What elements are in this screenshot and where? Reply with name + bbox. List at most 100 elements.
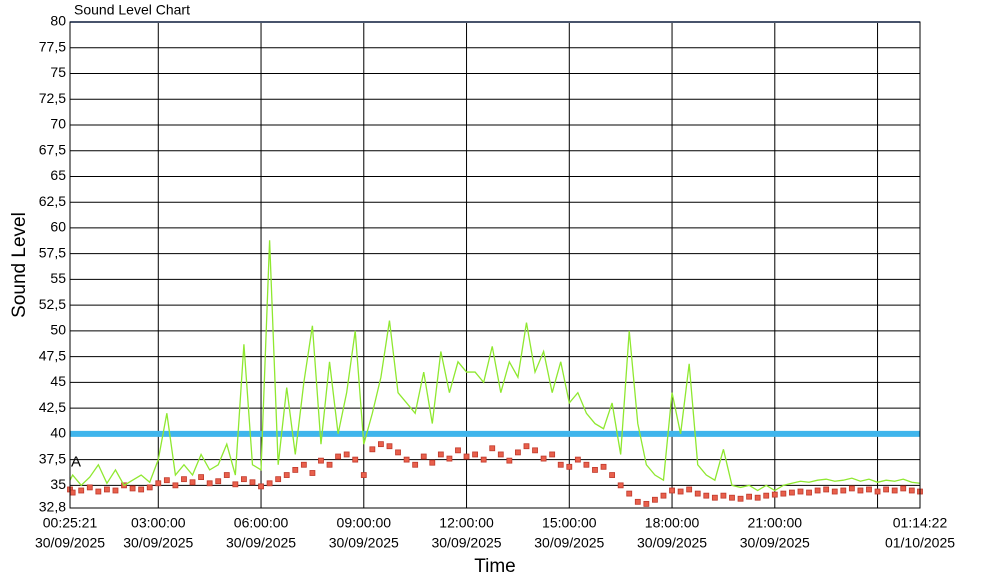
- data-point: [626, 490, 633, 497]
- data-point: [617, 482, 624, 489]
- data-point: [69, 489, 76, 496]
- data-point: [652, 496, 658, 503]
- data-point: [840, 487, 847, 494]
- x-tick-label: 12:00:00: [439, 515, 494, 531]
- x-tick-label: 06:00:00: [234, 515, 289, 531]
- x-tick-label: 30/09/2025: [431, 535, 501, 551]
- data-point: [104, 486, 110, 493]
- x-tick-label: 30/09/2025: [534, 535, 604, 551]
- data-point: [275, 476, 282, 483]
- data-point: [814, 487, 821, 494]
- y-tick-label: 47,5: [39, 347, 66, 363]
- data-point: [480, 456, 487, 463]
- data-point: [883, 486, 890, 493]
- data-point: [523, 443, 530, 450]
- data-point: [703, 492, 710, 499]
- x-tick-label: 21:00:00: [748, 515, 803, 531]
- data-point: [155, 480, 162, 487]
- data-point: [266, 480, 273, 487]
- data-point: [95, 488, 102, 495]
- data-point: [737, 495, 744, 502]
- data-point: [489, 445, 496, 452]
- data-point: [900, 485, 907, 492]
- data-point: [343, 451, 350, 458]
- data-point: [395, 449, 401, 456]
- y-tick-label: 57,5: [39, 244, 66, 260]
- y-tick-label: 72,5: [39, 90, 66, 106]
- x-tick-label: 30/09/2025: [123, 535, 193, 551]
- data-point: [446, 455, 453, 462]
- x-tick-label: 30/09/2025: [637, 535, 707, 551]
- data-point: [129, 485, 136, 492]
- data-point: [189, 479, 196, 486]
- data-point: [249, 479, 256, 486]
- data-point: [643, 500, 650, 507]
- data-point: [874, 488, 881, 495]
- data-point: [241, 476, 247, 483]
- data-point: [771, 491, 778, 498]
- data-point: [112, 487, 119, 494]
- data-point: [566, 463, 573, 470]
- data-line: [69, 240, 921, 492]
- data-point: [318, 457, 324, 464]
- data-point: [181, 476, 187, 483]
- data-point: [138, 486, 145, 493]
- data-point: [497, 451, 504, 458]
- x-axis-label: Time: [474, 556, 516, 577]
- data-point: [215, 478, 222, 485]
- data-point: [232, 481, 239, 488]
- data-point: [455, 447, 461, 454]
- x-tick-label: 30/09/2025: [226, 535, 296, 551]
- x-tick-label: 30/09/2025: [35, 535, 105, 551]
- data-point: [600, 463, 607, 470]
- y-tick-label: 42,5: [39, 399, 66, 415]
- data-point: [506, 457, 513, 464]
- x-tick-label: 30/09/2025: [740, 535, 810, 551]
- x-tick-label: 01/10/2025: [885, 535, 955, 551]
- data-point: [686, 486, 693, 493]
- x-tick-label: 15:00:00: [542, 515, 597, 531]
- data-point: [429, 459, 436, 466]
- y-tick-label: 52,5: [39, 296, 66, 312]
- data-point: [831, 488, 838, 495]
- data-point: [335, 453, 341, 460]
- data-point: [729, 494, 735, 501]
- data-point: [763, 492, 770, 499]
- y-tick-label: 62,5: [39, 193, 66, 209]
- data-point: [746, 493, 753, 500]
- data-point: [283, 472, 290, 478]
- annotation: A: [71, 454, 81, 471]
- data-point: [694, 490, 701, 497]
- plot-background: [70, 22, 920, 508]
- y-tick-label: 67,5: [39, 141, 66, 157]
- data-point: [206, 480, 213, 487]
- data-point: [292, 467, 299, 473]
- data-point: [806, 489, 812, 496]
- plot-area: 32,8 35 37,5 40 42,5 45 47,5 50 52,5 55 57,5 60 62,5…: [35, 13, 955, 551]
- y-axis-label: Sound Level: [9, 212, 30, 318]
- y-tick-label: 65: [50, 167, 66, 183]
- data-point: [574, 456, 581, 463]
- data-point: [378, 441, 384, 448]
- y-tick-label: 70: [50, 116, 66, 132]
- data-point: [609, 472, 616, 478]
- y-tick-label: 35: [50, 476, 66, 492]
- data-point: [720, 492, 727, 499]
- data-point: [163, 477, 170, 484]
- data-point: [857, 487, 864, 494]
- data-point: [463, 453, 470, 460]
- data-point: [309, 470, 316, 476]
- y-tick-label: 37,5: [39, 450, 66, 466]
- data-point: [360, 472, 367, 478]
- data-point: [711, 494, 718, 501]
- data-point: [326, 461, 333, 468]
- data-point: [797, 488, 804, 495]
- data-point: [780, 490, 787, 497]
- data-point: [754, 494, 761, 501]
- data-point: [420, 453, 427, 460]
- y-tick-label: 60: [50, 219, 66, 235]
- data-point: [634, 498, 641, 505]
- y-tick-label: 45: [50, 373, 66, 389]
- data-point: [660, 492, 667, 499]
- data-point: [789, 489, 795, 496]
